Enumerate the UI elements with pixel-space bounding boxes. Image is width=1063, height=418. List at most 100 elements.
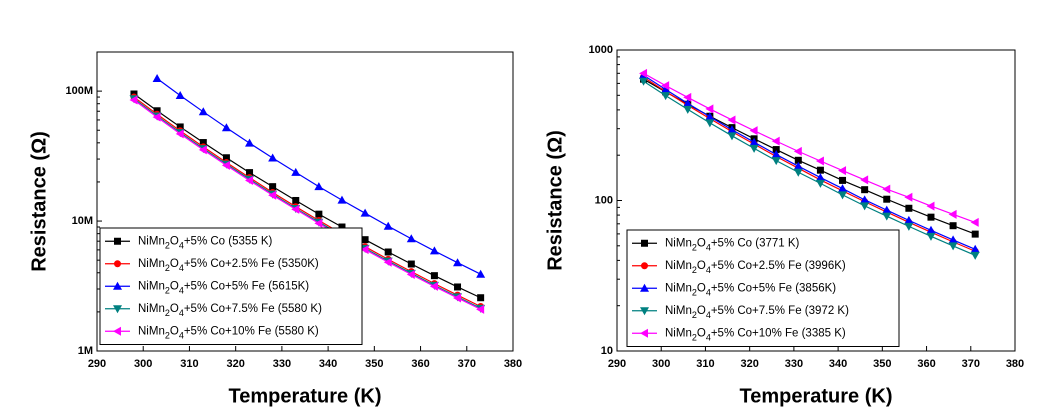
series-line xyxy=(133,96,481,308)
data-point xyxy=(705,104,714,114)
legend-label: NiMn2O4+5% Co+10% Fe (5580 K) xyxy=(138,325,319,340)
data-point xyxy=(476,304,485,314)
data-point xyxy=(315,210,323,218)
data-point xyxy=(383,221,393,230)
data-point xyxy=(175,129,184,139)
data-point xyxy=(454,283,462,291)
data-point xyxy=(970,244,980,253)
data-point xyxy=(970,251,980,260)
data-point xyxy=(245,138,255,147)
data-point xyxy=(221,160,230,170)
legend-label: NiMn2O4+5% Co+2.5% Fe (3996K) xyxy=(665,260,846,275)
data-point xyxy=(794,156,802,164)
x-tick-label: 340 xyxy=(829,358,847,370)
x-tick-label: 290 xyxy=(88,358,106,370)
data-point xyxy=(705,112,715,121)
legend-label: NiMn2O4+5% Co+5% Fe (3856K) xyxy=(665,282,836,297)
data-point xyxy=(683,98,693,107)
legend-marker xyxy=(640,328,648,338)
data-point xyxy=(749,137,759,146)
data-point xyxy=(927,213,935,221)
y-tick-label: 1000 xyxy=(589,44,613,56)
series-line xyxy=(643,72,976,223)
x-tick-label: 380 xyxy=(504,358,522,370)
data-point xyxy=(926,201,935,211)
legend-label: NiMn2O4+5% Co (5355 K) xyxy=(138,235,273,250)
data-point xyxy=(771,150,781,159)
legend-marker xyxy=(640,307,649,316)
plot-frame xyxy=(96,51,514,352)
series-line xyxy=(643,80,976,256)
legend-marker xyxy=(113,281,122,290)
data-point xyxy=(727,132,737,141)
data-point xyxy=(661,85,671,94)
legend-box xyxy=(626,229,900,347)
data-point xyxy=(291,204,300,214)
data-point xyxy=(152,112,161,122)
y-tick-label: 100M xyxy=(65,85,93,97)
data-point xyxy=(727,115,736,125)
data-point xyxy=(269,183,277,191)
y-axis-title: Resistance (Ω) xyxy=(544,130,566,271)
data-point xyxy=(406,234,416,243)
x-tick-label: 300 xyxy=(134,358,152,370)
x-tick-label: 320 xyxy=(226,358,244,370)
x-axis-title: Temperature (K) xyxy=(229,385,382,407)
data-point xyxy=(683,105,693,114)
data-point xyxy=(337,195,347,204)
data-point xyxy=(291,167,301,176)
legend-box xyxy=(99,227,363,345)
data-point xyxy=(904,215,914,224)
legend-marker xyxy=(114,260,121,268)
x-tick-label: 360 xyxy=(411,358,429,370)
data-point xyxy=(882,212,892,221)
data-point xyxy=(639,68,648,78)
x-tick-label: 360 xyxy=(917,358,935,370)
data-point xyxy=(793,168,803,177)
data-point xyxy=(360,208,370,217)
data-point xyxy=(268,190,277,200)
data-point xyxy=(816,166,824,174)
legend-label: NiMn2O4+5% Co+10% Fe (3385 K) xyxy=(665,327,846,342)
x-tick-label: 370 xyxy=(962,358,980,370)
x-tick-label: 330 xyxy=(273,358,291,370)
x-tick-label: 320 xyxy=(740,358,758,370)
data-point xyxy=(926,225,936,234)
data-point xyxy=(948,242,958,251)
data-point xyxy=(453,293,462,303)
data-point xyxy=(971,230,979,238)
data-point xyxy=(360,245,369,255)
series-line xyxy=(643,76,976,252)
x-tick-label: 310 xyxy=(696,358,714,370)
data-point xyxy=(860,202,870,211)
x-tick-label: 300 xyxy=(652,358,670,370)
x-tick-label: 350 xyxy=(365,358,383,370)
data-point xyxy=(949,222,957,230)
x-tick-label: 310 xyxy=(180,358,198,370)
data-point xyxy=(838,191,848,200)
data-point xyxy=(314,182,324,191)
data-point xyxy=(453,258,463,267)
data-point xyxy=(222,154,230,162)
data-point xyxy=(152,74,162,83)
data-point xyxy=(948,235,958,244)
legend-marker xyxy=(113,326,121,336)
data-point xyxy=(904,192,913,202)
data-point xyxy=(905,204,913,212)
y-tick-label: 10M xyxy=(72,215,93,227)
x-tick-label: 370 xyxy=(458,358,476,370)
data-point xyxy=(661,81,670,91)
y-tick-label: 1M xyxy=(78,345,93,357)
y-tick-label: 10 xyxy=(601,345,613,357)
data-point xyxy=(221,123,231,132)
legend-label: NiMn2O4+5% Co+5% Fe (5615K) xyxy=(138,280,309,295)
legend-label: NiMn2O4+5% Co (3771 K) xyxy=(665,237,800,252)
data-point xyxy=(361,236,369,244)
data-point xyxy=(838,184,848,193)
legend-marker xyxy=(114,237,121,245)
x-tick-label: 290 xyxy=(608,358,626,370)
data-point xyxy=(661,92,671,101)
data-point xyxy=(430,272,438,280)
data-point xyxy=(772,146,780,154)
